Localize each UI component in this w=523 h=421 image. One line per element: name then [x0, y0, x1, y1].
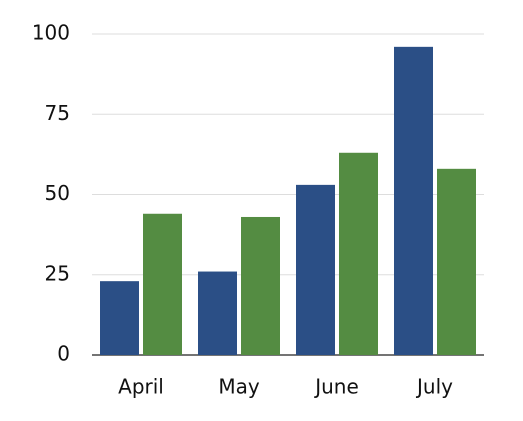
x-tick-label: July: [415, 375, 453, 399]
x-tick-label: April: [118, 375, 164, 399]
bar: [339, 152, 378, 355]
y-tick-label: 100: [32, 21, 70, 45]
bar: [143, 213, 182, 355]
y-tick-label: 25: [45, 261, 70, 285]
bar: [100, 281, 139, 355]
y-tick-label: 0: [57, 342, 70, 366]
bar: [241, 216, 280, 355]
x-tick-label: May: [218, 375, 260, 399]
y-tick-label: 75: [45, 101, 70, 125]
x-tick-label: June: [313, 375, 359, 399]
bar: [437, 168, 476, 355]
y-tick-label: 50: [45, 181, 70, 205]
bar: [296, 184, 335, 355]
bar: [394, 46, 433, 356]
bar: [198, 271, 237, 355]
